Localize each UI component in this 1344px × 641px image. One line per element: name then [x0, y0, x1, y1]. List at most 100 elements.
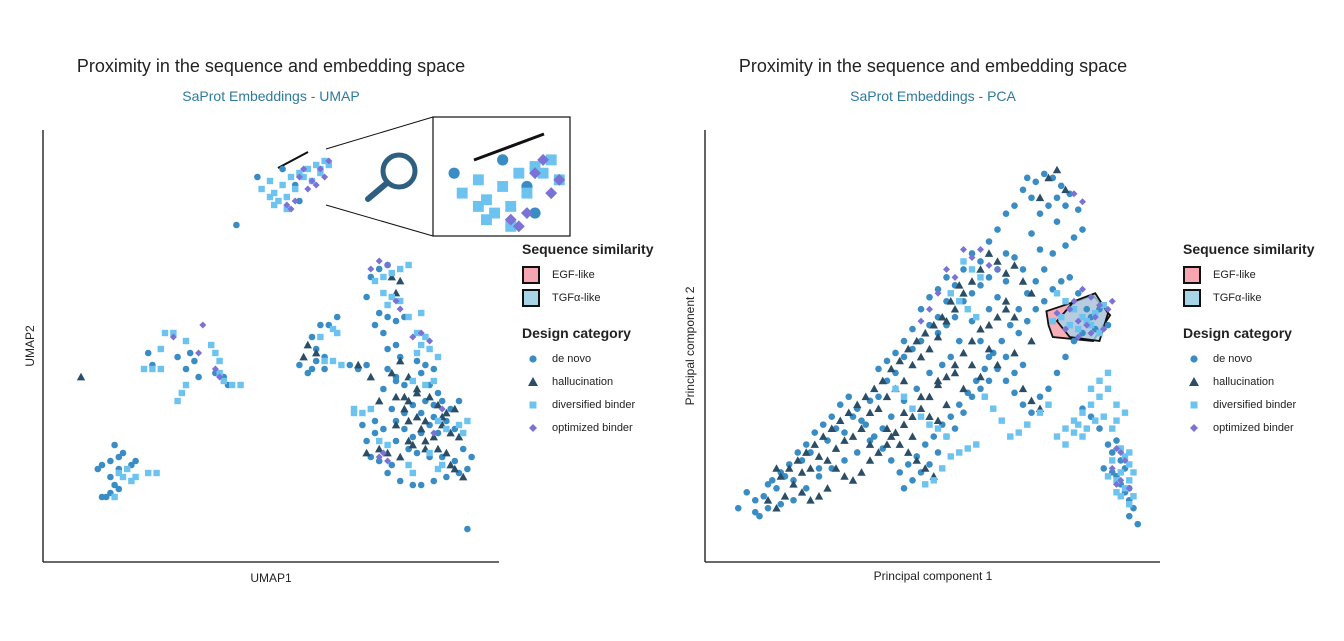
point-de-novo [977, 385, 984, 393]
point-diversified-binder [317, 333, 324, 341]
point-diversified-binder [1130, 493, 1137, 500]
inset-point-optimized-binder [520, 207, 533, 220]
point-de-novo [384, 469, 391, 477]
point-de-novo [371, 321, 379, 329]
point-de-novo [464, 525, 471, 533]
inset-outline [473, 132, 545, 162]
point-de-novo [862, 421, 870, 428]
point-diversified-binder [943, 433, 950, 440]
point-optimized-binder [934, 289, 942, 297]
point-de-novo [279, 165, 286, 173]
point-optimized-binder [1104, 305, 1112, 313]
point-hallucination [1001, 269, 1011, 277]
point-de-novo [107, 473, 114, 481]
point-diversified-binder [455, 421, 463, 429]
point-de-novo [119, 449, 127, 457]
point-hallucination [959, 348, 968, 357]
point-hallucination [442, 448, 451, 457]
point-hallucination [874, 404, 883, 413]
point-de-novo [1028, 194, 1035, 202]
legend-item-optimized: optimized binder [522, 416, 654, 439]
point-de-novo [375, 265, 383, 273]
point-de-novo [777, 500, 785, 508]
inset-point-diversified-binder [505, 220, 517, 232]
point-de-novo [994, 226, 1001, 233]
point-diversified-binder [1066, 321, 1073, 329]
point-hallucination [354, 360, 363, 369]
point-diversified-binder [380, 273, 387, 281]
point-de-novo [443, 473, 450, 481]
point-diversified-binder [182, 381, 190, 389]
point-diversified-binder [317, 169, 324, 177]
point-diversified-binder [422, 381, 429, 389]
point-de-novo [308, 365, 316, 373]
point-de-novo [371, 417, 379, 425]
point-diversified-binder [464, 417, 471, 425]
point-de-novo [1049, 250, 1057, 257]
point-de-novo [1134, 520, 1142, 528]
point-de-novo [943, 274, 950, 281]
point-de-novo [98, 461, 106, 469]
point-diversified-binder [279, 181, 286, 189]
point-hallucination [840, 436, 849, 444]
point-diversified-binder [1075, 325, 1082, 333]
point-de-novo [896, 469, 904, 476]
point-hallucination [840, 472, 849, 480]
point-de-novo [819, 421, 827, 428]
point-hallucination [387, 368, 396, 377]
point-de-novo [111, 481, 118, 489]
triangle-marker-icon [522, 375, 544, 389]
point-de-novo [392, 377, 400, 385]
point-diversified-binder [1126, 477, 1133, 484]
point-de-novo [1032, 305, 1040, 313]
point-de-novo [853, 449, 861, 456]
point-de-novo [900, 485, 908, 492]
point-diversified-binder [132, 473, 139, 481]
point-optimized-binder [1079, 285, 1086, 293]
point-diversified-binder [266, 177, 274, 185]
point-de-novo [304, 369, 312, 377]
point-de-novo [926, 461, 933, 468]
legend-item-diversified: diversified binder [522, 393, 654, 416]
legend-item-de-novo: de novo [1183, 347, 1315, 370]
point-diversified-binder [145, 469, 152, 477]
point-hallucination [433, 444, 443, 453]
point-de-novo [887, 457, 895, 464]
point-diversified-binder [1100, 302, 1107, 309]
point-diversified-binder [956, 449, 963, 456]
point-hallucination [929, 320, 938, 329]
point-de-novo [363, 293, 370, 301]
point-hallucination [404, 416, 413, 425]
point-diversified-binder [964, 306, 971, 313]
point-diversified-binder [371, 277, 379, 285]
point-hallucination [785, 464, 794, 472]
point-diversified-binder [1113, 477, 1120, 484]
point-hallucination [1035, 193, 1045, 202]
point-de-novo [883, 357, 891, 365]
point-diversified-binder [229, 381, 236, 389]
point-de-novo [401, 381, 408, 389]
point-de-novo [764, 504, 772, 512]
point-de-novo [132, 457, 139, 465]
point-hallucination [908, 412, 917, 421]
point-diversified-binder [1070, 306, 1078, 313]
point-de-novo [233, 221, 240, 229]
point-de-novo [1057, 182, 1065, 190]
point-optimized-binder [1083, 321, 1091, 329]
point-diversified-binder [388, 269, 395, 277]
point-diversified-binder [1075, 421, 1082, 428]
point-diversified-binder [917, 413, 925, 420]
point-de-novo [900, 353, 908, 361]
point-de-novo [363, 437, 370, 445]
point-hallucination [831, 464, 841, 472]
point-hallucination [993, 257, 1002, 265]
point-diversified-binder [388, 293, 395, 301]
point-de-novo [1032, 178, 1040, 186]
point-hallucination [299, 352, 308, 361]
point-de-novo [1070, 234, 1078, 241]
point-optimized-binder [960, 246, 967, 253]
point-de-novo [438, 397, 446, 405]
point-de-novo [1015, 305, 1023, 313]
legend-label: hallucination [552, 375, 614, 388]
point-de-novo [1045, 385, 1052, 393]
